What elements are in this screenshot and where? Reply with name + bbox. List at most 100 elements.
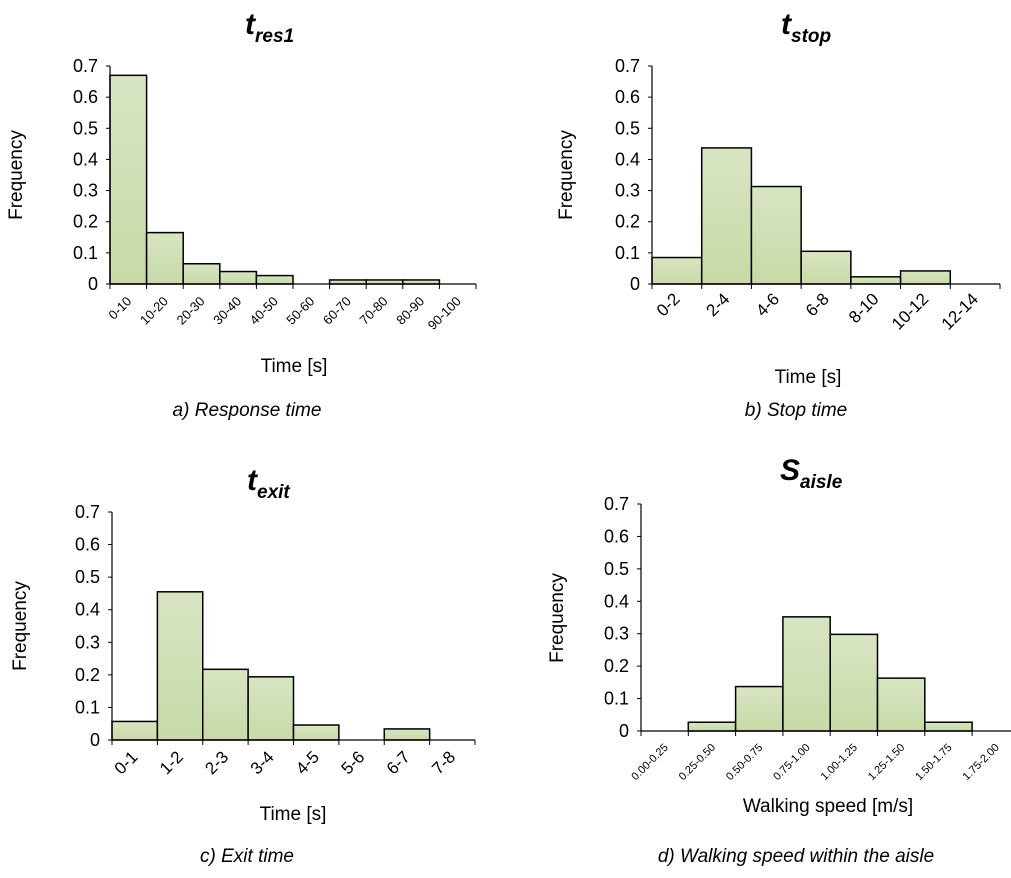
chart-title-subscript: stop (791, 26, 831, 47)
y-tick-label: 0.4 (73, 149, 98, 169)
y-tick-label: 0.5 (615, 118, 640, 138)
chart-panel-1: tres1 0 0.1 0.2 0.3 0.4 0.5 0.6 0.7 0-10 10-20 20-3… (6, 8, 477, 421)
y-axis-label: Frequency (556, 130, 577, 220)
bar-6-7 (383, 728, 431, 741)
panel-caption: a) Response time (173, 400, 322, 421)
x-tick-label: 2-4 (703, 289, 734, 320)
chart-title: Saisle (780, 454, 843, 493)
x-tick-label: 90-100 (425, 294, 464, 333)
x-tick-label: 4-5 (292, 747, 323, 778)
x-tick-label: 8-10 (845, 289, 882, 326)
x-tick-label: 0-10 (105, 294, 134, 323)
panel-caption: d) Walking speed within the aisle (658, 846, 934, 867)
x-tick-label: 10-12 (888, 289, 932, 333)
panel-caption: b) Stop time (745, 400, 847, 421)
x-tick-label: 50-60 (283, 294, 317, 328)
bar-8-10 (850, 276, 902, 285)
x-tick-label: 1.50-1.75 (913, 742, 954, 783)
y-tick-label: 0.6 (75, 535, 100, 555)
y-tick-label: 0.6 (73, 87, 98, 107)
x-tick-label: 1.00-1.25 (819, 742, 860, 783)
y-tick-label: 0.5 (73, 118, 98, 138)
y-tick-label: 0.6 (604, 526, 629, 546)
chart-title-main: S (780, 454, 800, 487)
x-axis-label: Time [s] (775, 367, 842, 388)
x-tick-label: 6-8 (802, 289, 833, 320)
bar-0.75-1.00 (782, 616, 831, 732)
y-tick-label: 0.7 (75, 502, 100, 522)
bar-4-6 (750, 185, 802, 285)
bar-20-30 (182, 263, 221, 285)
x-axis-label: Time [s] (261, 356, 328, 377)
y-tick-label: 0.2 (615, 212, 640, 232)
bar-10-20 (145, 231, 184, 285)
x-axis-label: Time [s] (260, 804, 327, 825)
y-tick-label: 0.3 (604, 624, 629, 644)
y-tick-label: 0.4 (615, 149, 640, 169)
bar-0.50-0.75 (734, 685, 784, 732)
bar-0.25-0.50 (687, 721, 737, 732)
bar-0-10 (109, 74, 148, 285)
chart-panel-2: tstop 0 0.1 0.2 0.3 0.4 0.5 0.6 0.7 0-2 2-4 4-6 6-8 8… (556, 8, 1001, 421)
x-tick-label: 70-80 (357, 294, 391, 328)
chart-title-subscript: aisle (800, 472, 843, 493)
x-tick-label: 12-14 (938, 289, 982, 333)
y-axis-label: Frequency (6, 130, 27, 220)
y-tick-label: 0 (90, 730, 100, 750)
x-tick-label: 3-4 (247, 747, 278, 778)
y-tick-label: 0.7 (73, 56, 98, 76)
y-tick-label: 0.1 (75, 697, 100, 717)
x-tick-label: 60-70 (320, 294, 354, 328)
bar-30-40 (219, 270, 258, 285)
x-tick-label: 1.25-1.50 (866, 742, 907, 783)
chart-title: tres1 (245, 8, 294, 47)
x-tick-label: 40-50 (247, 294, 281, 328)
bar-2-3 (202, 668, 249, 741)
x-tick-label: 0.75-1.00 (771, 742, 812, 783)
y-tick-label: 0.6 (615, 87, 640, 107)
bar-0-1 (111, 720, 159, 741)
y-tick-label: 0.3 (73, 181, 98, 201)
y-axis-label: Frequency (10, 581, 31, 671)
y-axis-label: Frequency (547, 573, 568, 663)
x-tick-label: 1.75-2.00 (961, 742, 1002, 783)
y-tick-label: 0.3 (615, 181, 640, 201)
y-tick-label: 0.5 (604, 559, 629, 579)
bar-4-5 (292, 724, 340, 741)
chart-title-main: t (245, 8, 257, 41)
x-tick-label: 2-3 (201, 747, 232, 778)
y-tick-label: 0 (630, 274, 640, 294)
bar-60-70 (328, 279, 367, 285)
y-tick-label: 0.7 (604, 494, 629, 514)
y-tick-label: 0 (619, 721, 629, 741)
bar-6-8 (800, 250, 852, 285)
chart-title-main: t (781, 8, 793, 41)
chart-title-main: t (247, 464, 259, 497)
x-tick-label: 5-6 (338, 747, 369, 778)
x-tick-label: 10-20 (137, 294, 171, 328)
x-tick-label: 6-7 (383, 747, 414, 778)
x-tick-label: 30-40 (210, 294, 244, 328)
y-tick-label: 0.4 (75, 600, 100, 620)
bar-3-4 (247, 676, 295, 741)
chart-title: texit (247, 464, 290, 503)
y-tick-label: 0 (88, 274, 98, 294)
x-tick-label: 0-1 (111, 747, 142, 778)
y-tick-label: 0.2 (75, 665, 100, 685)
bar-1.50-1.75 (924, 721, 973, 732)
y-tick-label: 0.2 (73, 212, 98, 232)
chart-panel-4: Saisle 0 0.1 0.2 0.3 0.4 0.5 0.6 0.7 0.00-0.25 0.2… (547, 454, 1011, 867)
x-tick-label: 4-6 (752, 289, 783, 320)
chart-title-subscript: exit (257, 482, 290, 503)
x-axis-label: Walking speed [m/s] (743, 796, 913, 817)
bar-70-80 (365, 279, 404, 285)
bar-80-90 (402, 279, 441, 285)
y-tick-label: 0.5 (75, 567, 100, 587)
y-tick-label: 0.7 (615, 56, 640, 76)
panel-caption: c) Exit time (200, 846, 294, 867)
x-tick-label: 7-8 (428, 747, 459, 778)
bar-1.00-1.25 (829, 633, 879, 732)
bar-1.25-1.50 (876, 677, 926, 732)
y-tick-label: 0.1 (604, 689, 629, 709)
